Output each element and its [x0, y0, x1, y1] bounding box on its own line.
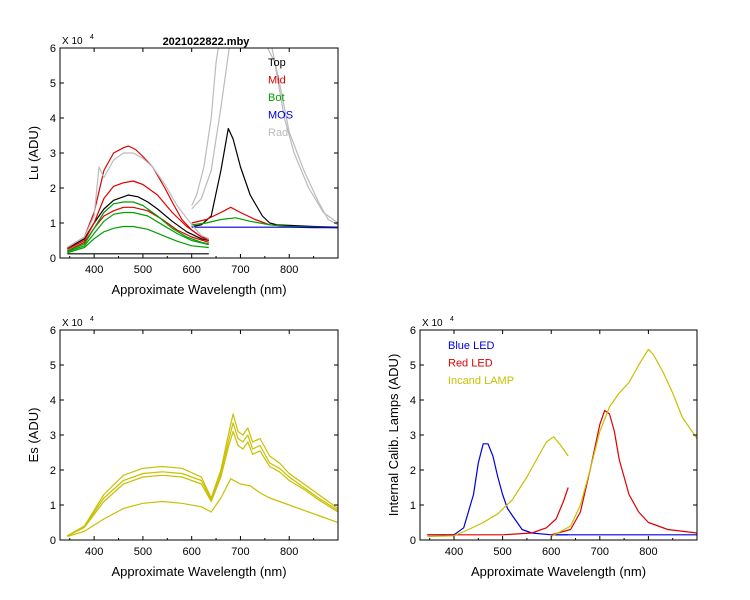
y-axis-label: Es (ADU)	[26, 408, 41, 463]
series-line-rad-1	[191, 48, 338, 226]
y-tick-label: 2	[410, 465, 416, 477]
legend-entry-mos: MOS	[268, 110, 293, 122]
y-axis-label: Internal Calib. Lamps (ADU)	[386, 354, 401, 517]
y-tick-label: 6	[50, 325, 56, 337]
legend-entry-rad: Rad	[268, 127, 288, 139]
axis-multiplier: X 10	[62, 318, 83, 329]
x-tick-label: 400	[445, 546, 463, 558]
series-line-mid-0	[66, 145, 210, 249]
legend-entry-blue-led: Blue LED	[448, 340, 495, 352]
y-tick-label: 3	[50, 430, 56, 442]
x-tick-label: 800	[280, 546, 298, 558]
axis-multiplier-exponent: 4	[90, 34, 94, 41]
y-tick-label: 4	[50, 395, 56, 407]
x-tick-label: 500	[134, 546, 152, 558]
series-line-red-led-1	[551, 409, 697, 536]
x-tick-label: 700	[591, 546, 609, 558]
y-tick-label: 0	[50, 535, 56, 547]
series-line-top-1	[67, 194, 209, 249]
series-line-blue-led-0	[427, 443, 569, 536]
x-tick-label: 800	[280, 264, 298, 276]
series-line-top-2	[191, 127, 338, 228]
y-tick-label: 1	[50, 500, 56, 512]
axis-multiplier-exponent: 4	[450, 316, 454, 323]
y-tick-label: 0	[50, 253, 56, 265]
x-tick-label: 700	[231, 264, 249, 276]
y-tick-label: 2	[50, 465, 56, 477]
legend-entry-mid: Mid	[268, 75, 286, 87]
series-line-bot-1	[67, 211, 209, 253]
chart-calib: 400 500 600 700 800 0 1 2 3 4 5 6 X 10 4 Approximate W…	[386, 316, 698, 579]
x-axis-label: Approximate Wavelength (nm)	[471, 564, 646, 579]
legend-entry-incand-lamp: Incand LAMP	[448, 375, 514, 387]
axis-multiplier: X 10	[422, 318, 443, 329]
y-tick-label: 4	[410, 395, 416, 407]
series-line-red-led-0	[427, 487, 569, 536]
figure-title: 2021022822.mby	[163, 36, 251, 48]
series-line-mid-1	[67, 180, 209, 250]
series-line-bot-0	[67, 201, 209, 252]
y-tick-label: 2	[50, 183, 56, 195]
series-line-rad-0	[66, 152, 210, 249]
x-tick-label: 600	[542, 546, 560, 558]
series-group	[427, 348, 697, 538]
series-line-es-3	[67, 478, 338, 538]
legend-entry-top: Top	[268, 57, 286, 69]
axis-multiplier-exponent: 4	[90, 316, 94, 323]
y-axis-label: Lu (ADU)	[26, 126, 41, 180]
x-tick-label: 400	[85, 264, 103, 276]
y-tick-label: 5	[50, 78, 56, 90]
series-line-es-0	[67, 413, 338, 537]
y-tick-label: 4	[50, 113, 56, 125]
y-tick-label: 3	[50, 148, 56, 160]
y-tick-label: 6	[50, 43, 56, 55]
x-tick-label: 400	[85, 546, 103, 558]
x-tick-label: 700	[231, 546, 249, 558]
series-line-incand-lamp-1	[550, 348, 697, 538]
x-tick-label: 600	[183, 546, 201, 558]
chart-es: 400 500 600 700 800 0 1 2 3 4 5 6 X 10 4 Approximate W…	[26, 316, 339, 579]
series-line-rad-2	[191, 48, 338, 224]
x-tick-label: 500	[134, 264, 152, 276]
series-line-es-2	[67, 430, 338, 537]
y-tick-label: 1	[410, 500, 416, 512]
chart-lu: 400 500 600 700 800 0 1 2 3 4 5 6 X 10 4 Approximate W…	[26, 34, 339, 297]
legend-entry-red-led: Red LED	[448, 358, 493, 370]
x-tick-label: 600	[183, 264, 201, 276]
y-tick-label: 3	[410, 430, 416, 442]
y-tick-label: 6	[410, 325, 416, 337]
y-tick-label: 5	[50, 360, 56, 372]
series-line-bot-2	[67, 225, 209, 254]
axis-multiplier: X 10	[62, 36, 83, 47]
x-axis-label: Approximate Wavelength (nm)	[111, 282, 286, 297]
x-tick-label: 800	[639, 546, 657, 558]
x-tick-label: 500	[493, 546, 511, 558]
series-line-incand-lamp-0	[427, 436, 569, 538]
series-group	[67, 413, 338, 538]
y-tick-label: 0	[410, 535, 416, 547]
x-axis-label: Approximate Wavelength (nm)	[111, 564, 286, 579]
series-group	[66, 48, 338, 255]
legend-entry-bot: Bot	[268, 92, 285, 104]
series-line-es-1	[67, 422, 338, 537]
y-tick-label: 5	[410, 360, 416, 372]
y-tick-label: 1	[50, 218, 56, 230]
